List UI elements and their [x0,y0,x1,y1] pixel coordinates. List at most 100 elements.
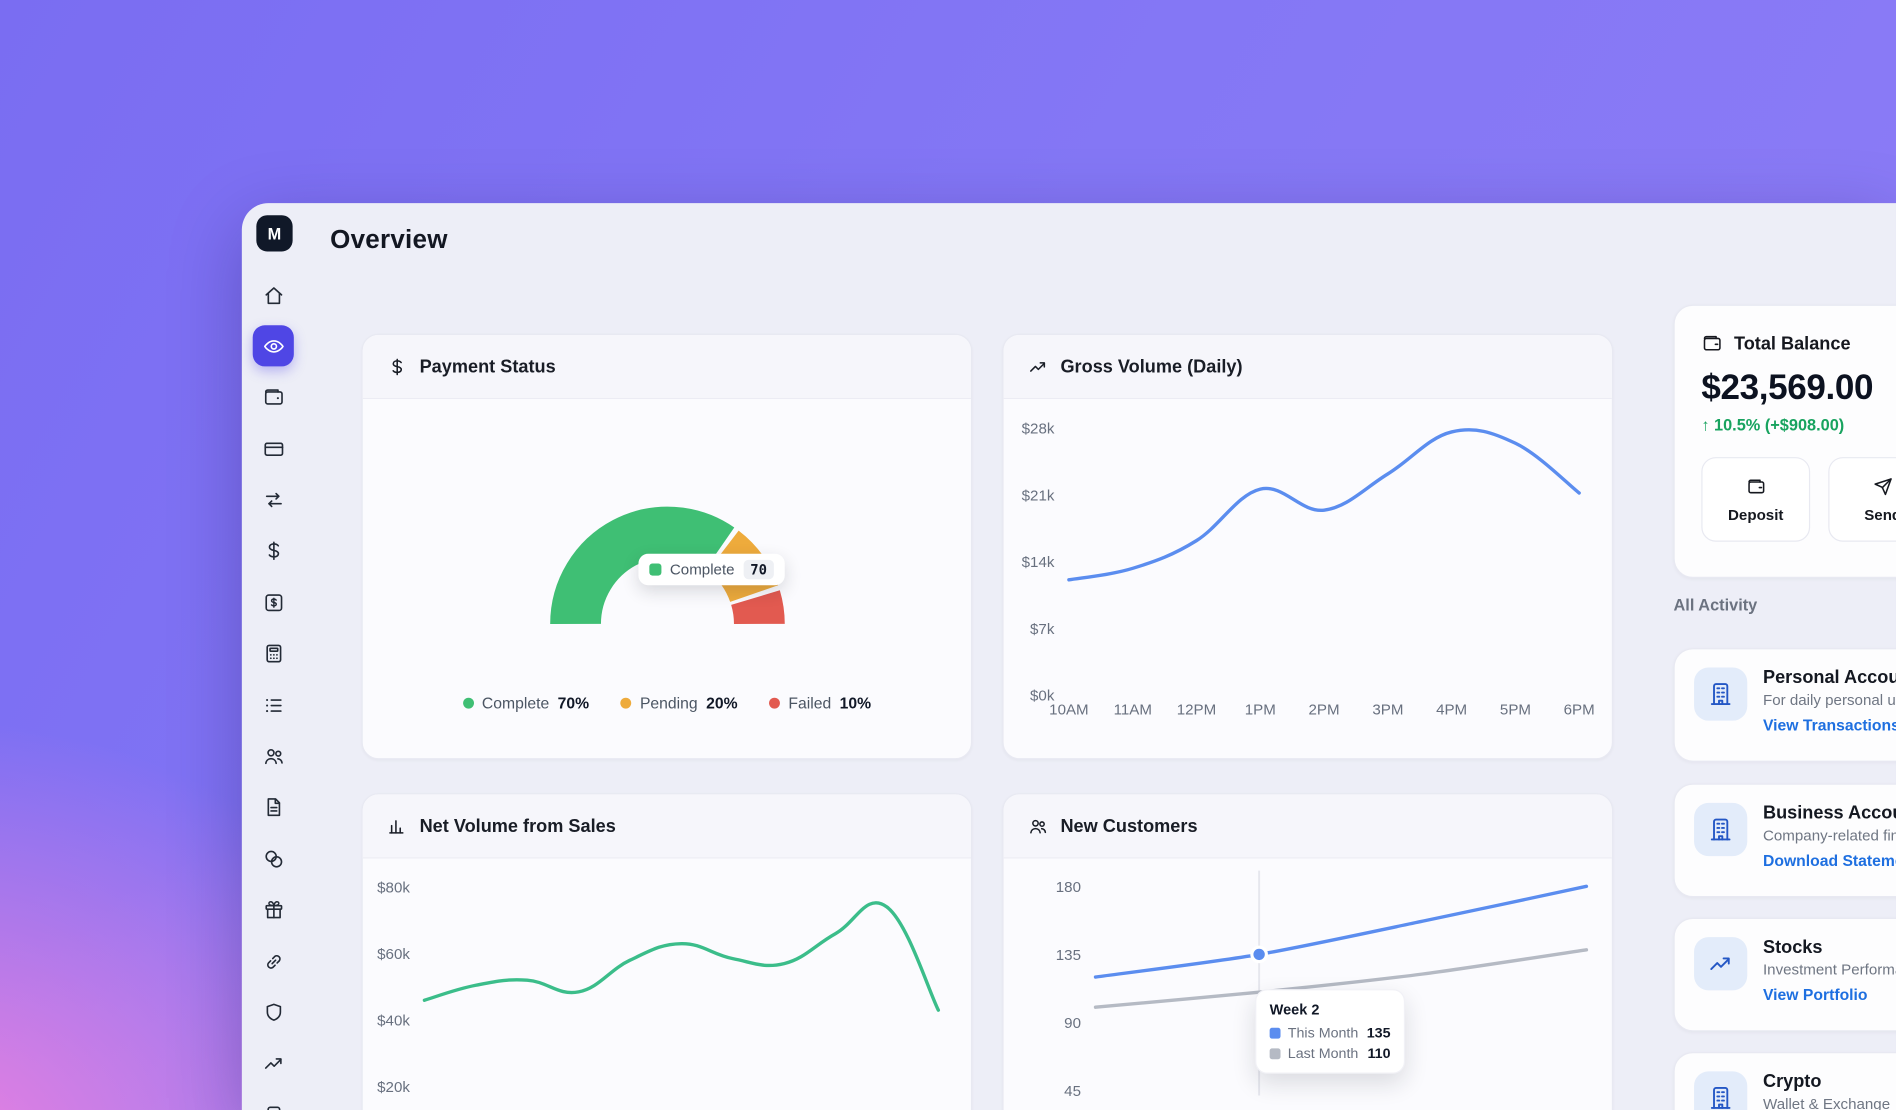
wallet-icon [1703,335,1721,351]
sidebar-item-calculator[interactable] [253,633,294,674]
svg-text:12PM: 12PM [1177,702,1216,719]
trending-up-icon [264,1058,282,1070]
all-activity-heading: All Activity [1673,596,1758,615]
icon-tile [1694,1071,1748,1110]
sidebar [252,274,294,1110]
page-title: Overview [330,224,448,254]
payment-status-card: Payment Status Complete 70 Complete 70% P… [361,333,973,760]
view-portfolio-link[interactable]: View Portfolio [1762,985,1868,1004]
sidebar-item-transactions[interactable] [253,685,294,726]
list-icon [265,698,282,712]
users-icon [1028,816,1049,837]
activity-content: Crypto Wallet & Exchange [1763,1071,1890,1110]
sidebar-item-overview[interactable] [252,325,294,367]
sidebar-item-analytics[interactable] [253,1043,294,1084]
tooltip-row: Last Month 110 [1269,1045,1391,1062]
gift-icon [264,901,282,919]
activity-title: Stocks [1762,937,1823,958]
svg-text:135: 135 [1056,947,1081,964]
balance-change: ↑ 10.5% (+$908.00) [1701,416,1845,435]
legend-item: Pending 20% [620,694,738,712]
svg-text:10AM: 10AM [1049,702,1088,719]
svg-text:$20k: $20k [377,1079,410,1096]
activity-title: Personal Account [1762,667,1896,689]
wallet-icon [264,389,283,406]
tooltip-value: 70 [743,559,775,580]
sidebar-item-coins[interactable] [253,838,294,879]
sidebar-item-invoices[interactable] [253,582,294,623]
view-transactions-link[interactable]: View Transactions [1762,715,1896,734]
svg-text:$40k: $40k [377,1013,410,1030]
tooltip-title: Week 2 [1269,1001,1320,1019]
trending-up-icon [1028,356,1049,377]
transfer-arrows-icon [265,492,282,508]
activity-subtitle: Investment Performance [1762,961,1896,979]
balance-header: Total Balance [1701,333,1896,355]
card-header: Net Volume from Sales [362,794,971,859]
card-title: Payment Status [419,356,556,377]
svg-text:1PM: 1PM [1245,702,1276,719]
activity-content: Business Account Company-related finance… [1763,803,1896,870]
credit-card-icon [263,442,283,456]
svg-text:$60k: $60k [377,946,410,963]
svg-text:45: 45 [1064,1083,1081,1100]
svg-text:4PM: 4PM [1436,702,1467,719]
calculator-icon [265,644,281,663]
activity-subtitle: Wallet & Exchange [1762,1095,1891,1110]
building-icon [1710,818,1731,841]
svg-text:$21k: $21k [1022,487,1055,504]
activity-content: Personal Account For daily personal use … [1763,667,1896,734]
svg-text:3PM: 3PM [1372,702,1403,719]
svg-text:2PM: 2PM [1309,702,1340,719]
download-statements-link[interactable]: Download Statements [1762,851,1896,870]
activity-item-stocks: Stocks Investment Performance View Portf… [1673,917,1896,1032]
sidebar-item-wallet[interactable] [253,377,294,418]
total-balance-card: Total Balance $23,569.00 ↑ 10.5% (+$908.… [1673,304,1896,578]
svg-text:6PM: 6PM [1564,702,1595,719]
link-icon [266,954,281,969]
trending-up-icon [1710,957,1730,970]
icon-tile [1694,802,1748,857]
wallet-icon [1747,479,1764,494]
sidebar-item-payments[interactable] [253,531,294,572]
sidebar-item-device[interactable] [253,1095,294,1110]
sidebar-item-cards[interactable] [253,428,294,469]
svg-text:$14k: $14k [1022,554,1055,571]
net-volume-chart: $80k $60k $40k $20k [377,879,941,1096]
line-chart-area: $80k $60k $40k $20k [363,859,971,1110]
card-title: New Customers [1060,815,1198,837]
line-chart-area: 180 135 90 45 Week 2 This Month 135 Last Mon… [1004,859,1612,1110]
gauge-chart-area: Complete 70 Complete 70% Pending 20% Faile… [363,399,971,758]
app-logo: M [256,215,293,252]
sidebar-item-transfers[interactable] [253,480,294,521]
svg-text:5PM: 5PM [1500,702,1531,719]
eye-icon [263,340,284,353]
dollar-icon [387,356,408,377]
sidebar-item-links[interactable] [253,941,294,982]
sidebar-item-rewards[interactable] [253,890,294,931]
document-icon [266,798,280,817]
sidebar-item-security[interactable] [253,992,294,1033]
activity-subtitle: Company-related finances [1762,827,1896,845]
card-title: Net Volume from Sales [419,815,616,837]
sidebar-item-customers[interactable] [253,736,294,777]
sidebar-item-home[interactable] [253,274,294,315]
send-button[interactable]: Send [1828,457,1896,543]
activity-item-personal-account: Personal Account For daily personal use … [1673,648,1896,762]
invoice-icon [264,594,282,612]
svg-text:$7k: $7k [1030,621,1055,638]
coins-icon [264,850,282,868]
deposit-button[interactable]: Deposit [1701,457,1811,543]
net-volume-card: Net Volume from Sales $80k $60k $40k $20k [361,793,973,1110]
card-header: Payment Status [362,334,971,400]
svg-text:180: 180 [1056,879,1081,896]
activity-title: Crypto [1762,1071,1822,1092]
svg-text:$28k: $28k [1022,420,1055,437]
sidebar-item-documents[interactable] [253,787,294,828]
dollar-icon [267,542,279,561]
users-icon [264,749,283,765]
gauge-legend: Complete 70% Pending 20% Failed 10% [363,694,971,712]
balance-amount: $23,569.00 [1701,368,1874,408]
